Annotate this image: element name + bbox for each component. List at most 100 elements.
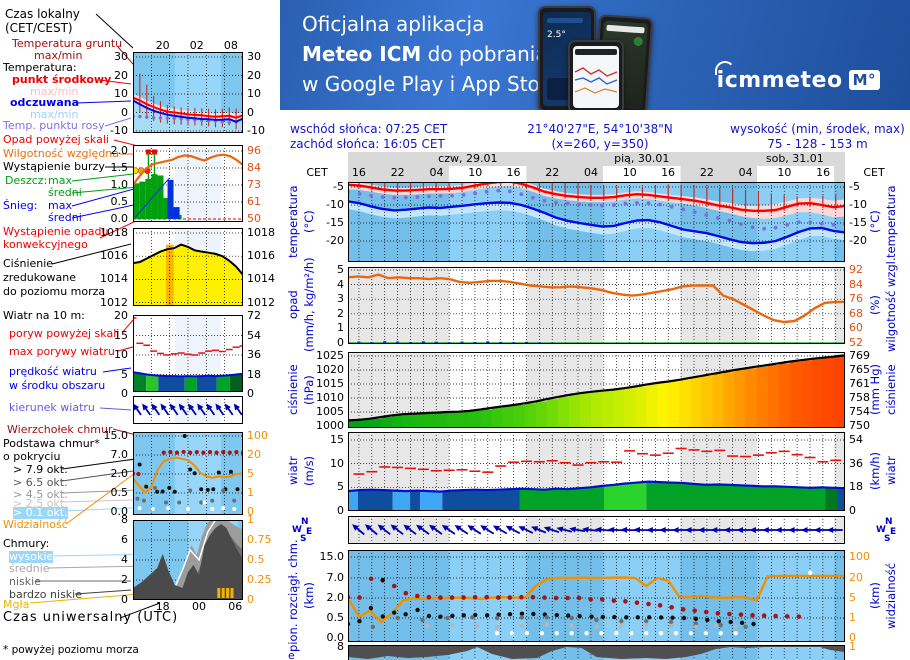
mini-vis-tick-r: 1 [247,486,254,499]
legend-item-40: wysokie [9,550,54,563]
location-info: 21°40'27"E, 54°10'38"N (x=260, y=350) [490,122,710,152]
banner-app-name: Meteo ICM [302,42,422,66]
legend-item-14: max [48,174,72,187]
legend-item-28: w środku obszaru [9,379,106,392]
legend-item-26: max porywy wiatru [9,345,115,358]
cut-axis-title: e [288,649,295,660]
mini-vis-tick-r: 0 [247,505,254,518]
mini-temp-tick-r: 30 [247,50,261,63]
mini-clouds-tick-l: 8 [121,513,128,526]
panel-clouds-cut [348,645,845,660]
cet-label-right: CET [863,166,885,179]
temp-tick-right: -15 [849,216,867,229]
mini-cloud-tick-l: 0.0 [110,505,129,518]
mini-precip-tick-l: 2.0 [110,144,129,157]
mini-clouds-tick-l: 2 [121,573,128,586]
wind-tick-right: 0 [849,503,856,517]
vis-tick-right: 0 [849,631,856,644]
cet-label-left: CET [306,166,328,179]
vis-tick-right: 5 [849,591,856,604]
mini-wind [133,315,243,392]
mini-hum-tick-r: 84 [247,160,261,174]
temp-tick-right: -5 [849,180,860,193]
axis-title-right-unit-4: (km) [868,582,882,610]
mini-precip [133,145,243,222]
mini-hour-bottom: 18 [155,600,170,613]
logo-m-badge: M° [848,70,880,90]
hour-label-3: 10 [468,166,483,179]
phone-image-front [568,40,624,110]
mini-press-tick-l: 1016 [100,249,128,263]
mini-temp-tick-l: 30 [114,50,128,63]
hour-label-5: 22 [545,166,560,179]
legend-item-45: Czas uniwersalny (UTC) [3,610,179,625]
mini-vis-tick-r: 5 [247,467,254,480]
axis-title-left-unit-4: (km) [302,582,316,610]
mini-press-tick-r: 1014 [247,272,275,286]
legend-item-6: max/min [30,85,79,98]
legend-item-32: o pokryciu [3,450,61,463]
mini-wind-tick-l: 10 [114,348,128,361]
legend-item-13: Deszcz: [5,174,48,187]
hour-label-12: 16 [816,166,831,179]
legend-item-5: punkt środkowy [12,73,112,86]
wind-tick-right: 18 [849,480,863,494]
mini-cloud-visibility [133,432,243,515]
legend-item-4: Temperatura: [3,61,77,74]
hour-label-11: 10 [777,166,792,179]
sunrise-text: wschód słońca: 07:25 CET [290,122,448,136]
cloud-tick-left: 0.0 [326,631,345,644]
mini-clouds-tick-l: 6 [121,533,128,546]
hum-tick-right: 92 [849,263,863,276]
day-label-1: pią, 30.01 [614,152,670,165]
legend-item-0: Czas lokalny [5,7,80,21]
hour-label-10: 04 [738,166,753,179]
mini-temp-tick-l: 20 [114,68,128,82]
mini-cloud-tick-l: 2.0 [110,467,129,480]
mini-precip-tick-l: 1.5 [110,161,129,174]
banner-line1: Oficjalna aplikacja [302,12,485,36]
sun-info: wschód słońca: 07:25 CET zachód słońca: … [290,122,447,152]
mini-pressure [133,228,243,306]
mini-temp-tick-r: 20 [247,68,261,82]
temp-tick-left: -5 [333,180,344,193]
app-banner[interactable]: Oficjalna aplikacja Meteo ICM do pobrani… [280,0,910,110]
mini-wind-tick-r: 72 [247,309,261,322]
press-tick-right: 750 [849,419,870,432]
wind-tick-right: 36 [849,456,863,470]
cloud-tick-left: 7.0 [326,571,345,584]
legend-item-7: odczuwana [10,96,80,109]
legend-item-3: max/min [34,49,83,62]
mini-clouds-tick-r: 0 [247,593,254,606]
mini-temp-tick-r: 10 [247,87,261,100]
legend-item-23: do poziomu morza [3,285,106,298]
opad-tick-left: 5 [337,263,344,276]
hum-tick-right: 84 [849,277,863,291]
hour-label-2: 04 [429,166,444,179]
mini-press-tick-r: 1018 [247,226,275,239]
mini-vis-tick-r: 100 [247,429,268,442]
cloud-tick-left: 2.0 [326,591,345,604]
mini-temp-tick-l: -10 [110,124,128,137]
hum-tick-right: 76 [849,292,863,306]
mini-wind-tick-r: 18 [247,367,261,381]
temp-tick-left: -10 [326,198,344,211]
mini-vis-tick-r: 20 [247,448,261,461]
legend-item-43: bardzo niskie [9,588,82,601]
sunset-text: zachód słońca: 16:05 CET [290,137,445,151]
mini-wind-tick-r: 0 [247,387,254,400]
legend-item-41: średnie [9,562,50,575]
press-tick-right: 761 [849,377,870,390]
mini-wind-tick-r: 54 [247,328,261,342]
legend-item-35: > 4.5 okt. [13,488,68,501]
mini-clouds [133,520,243,600]
mini-cloud-tick-l: 15.0 [103,429,129,442]
opad-tick-left: 2 [337,306,344,320]
press-tick-right: 758 [849,391,870,404]
mini-press-tick-r: 1012 [247,295,275,309]
axis-title-right-4: widzialność [884,563,898,630]
panel-cloud-visibility [348,550,845,642]
hum-tick-right: 68 [849,306,863,320]
vis-tick-right: 20 [849,571,863,584]
